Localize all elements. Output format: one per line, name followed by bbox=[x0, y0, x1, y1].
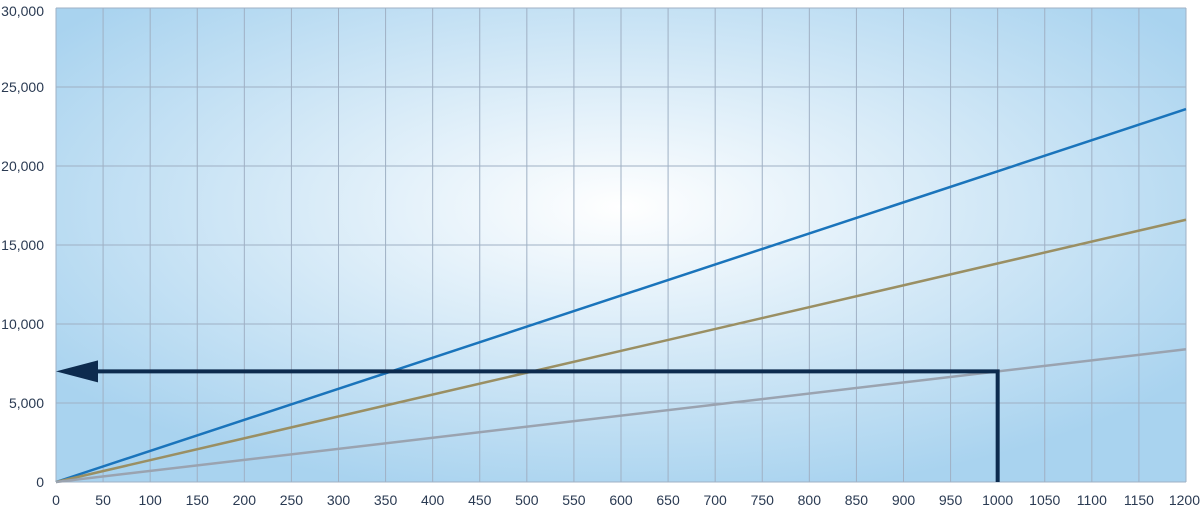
x-tick-label: 150 bbox=[186, 492, 210, 508]
x-tick-label: 0 bbox=[52, 492, 60, 508]
x-tick-label: 550 bbox=[562, 492, 586, 508]
x-tick-label: 800 bbox=[798, 492, 822, 508]
y-tick-label: 25,000 bbox=[1, 79, 44, 95]
x-tick-label: 200 bbox=[233, 492, 257, 508]
x-tick-label: 350 bbox=[374, 492, 398, 508]
x-tick-label: 400 bbox=[421, 492, 445, 508]
x-tick-label: 500 bbox=[515, 492, 539, 508]
x-tick-label: 1050 bbox=[1029, 492, 1060, 508]
x-tick-label: 600 bbox=[609, 492, 633, 508]
x-tick-label: 850 bbox=[845, 492, 869, 508]
annotation-arrow bbox=[56, 360, 1000, 482]
x-tick-label: 300 bbox=[327, 492, 351, 508]
x-tick-label: 950 bbox=[939, 492, 963, 508]
series-line bbox=[55, 218, 1187, 484]
x-tick-label: 250 bbox=[280, 492, 304, 508]
y-axis-ticks: 0 5,000 10,000 15,000 20,000 25,000 30,000 bbox=[1, 3, 44, 490]
x-tick-label: 750 bbox=[751, 492, 775, 508]
x-tick-label: 100 bbox=[138, 492, 162, 508]
x-tick-label: 50 bbox=[95, 492, 111, 508]
y-tick-label: 10,000 bbox=[1, 316, 44, 332]
y-tick-label: 20,000 bbox=[1, 158, 44, 174]
x-tick-label: 1200 bbox=[1169, 492, 1200, 508]
x-axis-ticks: 0 50 100 150 200 250 300 350 400 450 500 550 600 650 7… bbox=[52, 492, 1200, 508]
arrow-head bbox=[56, 360, 98, 383]
arrow-path bbox=[98, 369, 1000, 482]
x-tick-label: 1100 bbox=[1077, 492, 1107, 508]
series-line bbox=[55, 107, 1187, 484]
y-tick-label: 15,000 bbox=[1, 237, 44, 253]
x-tick-label: 900 bbox=[892, 492, 916, 508]
x-tick-label: 700 bbox=[703, 492, 727, 508]
x-tick-label: 450 bbox=[468, 492, 492, 508]
x-tick-label: 1150 bbox=[1124, 492, 1154, 508]
y-tick-label: 30,000 bbox=[1, 3, 44, 19]
y-tick-label: 5,000 bbox=[9, 395, 44, 411]
y-tick-label: 0 bbox=[36, 474, 44, 490]
x-tick-label: 1000 bbox=[982, 492, 1013, 508]
x-tick-label: 650 bbox=[656, 492, 680, 508]
